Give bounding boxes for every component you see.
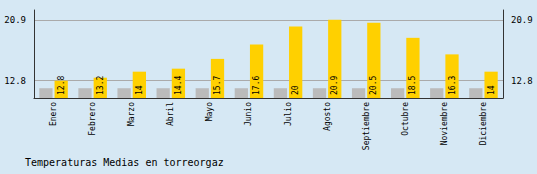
- svg-text:Agosto: Agosto: [323, 102, 332, 131]
- svg-text:18.5: 18.5: [408, 76, 417, 95]
- svg-text:Septiembre: Septiembre: [362, 102, 371, 150]
- svg-text:Mayo: Mayo: [205, 102, 214, 121]
- svg-text:14: 14: [135, 85, 144, 95]
- svg-text:Diciembre: Diciembre: [479, 102, 488, 146]
- svg-text:20: 20: [291, 85, 300, 95]
- svg-text:Julio: Julio: [284, 102, 293, 126]
- svg-text:15.7: 15.7: [213, 76, 222, 95]
- svg-text:13.2: 13.2: [96, 76, 105, 95]
- svg-text:Octubre: Octubre: [401, 102, 410, 136]
- svg-text:Marzo: Marzo: [127, 102, 136, 126]
- svg-text:Abril: Abril: [166, 102, 175, 126]
- svg-text:Temperaturas Medias en torreor: Temperaturas Medias en torreorgaz: [25, 157, 224, 168]
- svg-text:Enero: Enero: [49, 102, 58, 126]
- svg-text:14.4: 14.4: [174, 76, 183, 95]
- svg-text:Junio: Junio: [244, 102, 253, 126]
- svg-text:20.9: 20.9: [330, 76, 339, 95]
- svg-text:20.5: 20.5: [369, 76, 378, 95]
- svg-text:17.6: 17.6: [252, 76, 261, 95]
- svg-text:14: 14: [487, 85, 496, 95]
- svg-text:Noviembre: Noviembre: [440, 102, 449, 146]
- svg-text:20.9: 20.9: [511, 15, 533, 25]
- svg-text:12.8: 12.8: [511, 76, 533, 86]
- svg-text:Febrero: Febrero: [88, 102, 97, 136]
- svg-text:20.9: 20.9: [4, 15, 26, 25]
- svg-text:16.3: 16.3: [448, 76, 457, 95]
- svg-text:12.8: 12.8: [57, 76, 66, 95]
- svg-text:12.8: 12.8: [4, 76, 26, 86]
